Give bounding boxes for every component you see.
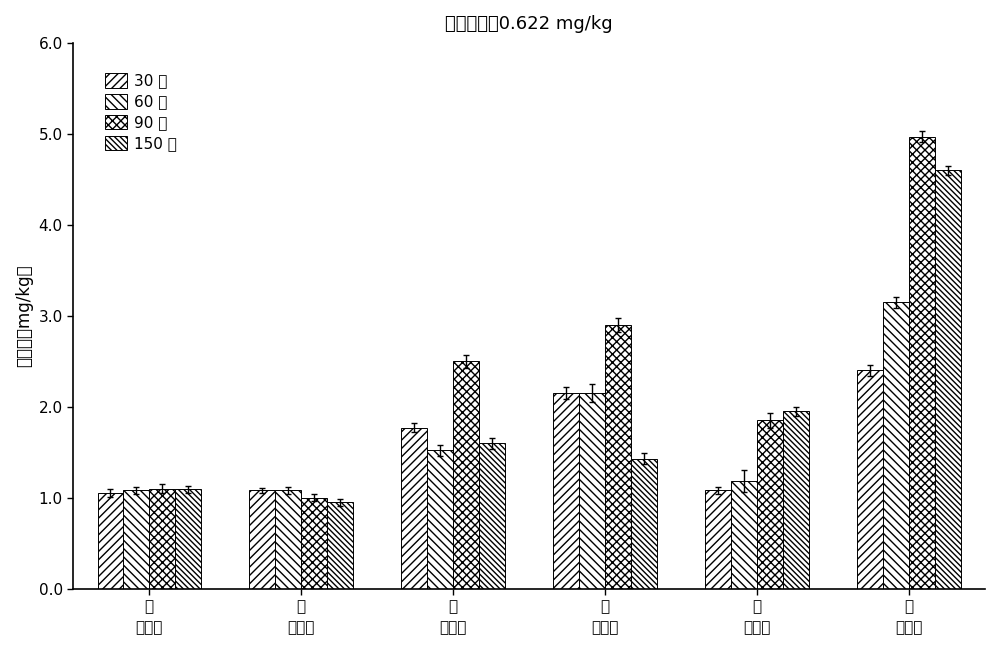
Bar <box>453 361 479 589</box>
Bar <box>149 489 175 589</box>
Bar <box>935 170 961 589</box>
Bar <box>479 443 505 589</box>
Bar <box>275 490 301 589</box>
Bar <box>327 502 353 589</box>
Bar <box>175 489 201 589</box>
Bar <box>605 325 631 589</box>
Bar <box>883 302 909 589</box>
Bar <box>301 498 327 589</box>
Y-axis label: 硒含量（mg/kg）: 硒含量（mg/kg） <box>15 265 33 367</box>
Bar <box>909 136 935 589</box>
Bar <box>579 393 605 589</box>
Bar <box>631 458 657 589</box>
Bar <box>98 493 123 589</box>
Bar <box>705 490 731 589</box>
Bar <box>783 411 809 589</box>
Legend: 30 天, 60 天, 90 天, 150 天: 30 天, 60 天, 90 天, 150 天 <box>99 67 183 157</box>
Bar <box>401 428 427 589</box>
Bar <box>857 370 883 589</box>
Bar <box>553 393 579 589</box>
Bar <box>757 421 783 589</box>
Title: 土壤硒含量0.622 mg/kg: 土壤硒含量0.622 mg/kg <box>445 15 613 33</box>
Bar <box>123 490 149 589</box>
Bar <box>427 450 453 589</box>
Bar <box>249 490 275 589</box>
Bar <box>731 481 757 589</box>
